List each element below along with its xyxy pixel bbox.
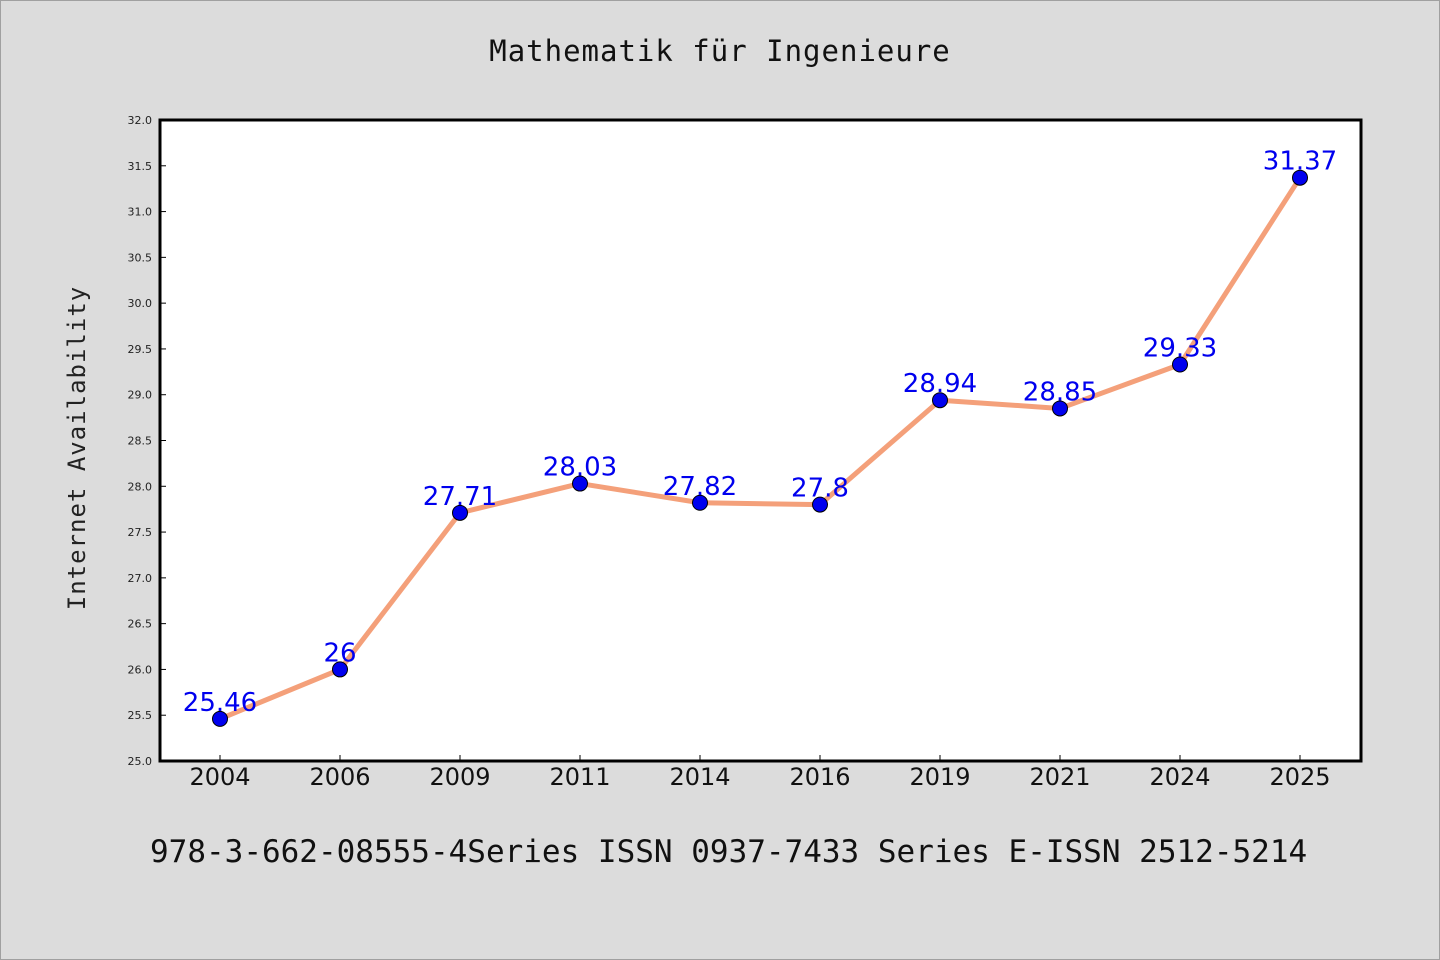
data-label: 27.71 [423,482,497,512]
data-label: 27.8 [791,474,849,504]
data-label: 28.94 [903,369,977,399]
x-tick-label: 2011 [549,763,610,791]
y-tick-label: 26.5 [128,618,153,631]
data-point [1172,356,1188,373]
y-tick-label: 31.0 [128,206,153,219]
data-point [692,494,708,511]
data-label: 31.37 [1263,147,1337,177]
x-tick-label: 2025 [1269,763,1330,791]
y-tick-label: 29.5 [128,343,153,356]
y-tick-label: 32.0 [128,114,153,127]
data-point [332,661,348,678]
series-line-path [217,175,1303,722]
y-tick-label: 28.5 [128,435,153,448]
y-tick-label: 25.5 [128,709,153,722]
y-tick-label: 28.0 [128,480,153,493]
data-label: 27.82 [663,472,737,502]
plot-area [158,118,1363,763]
data-label: 28.85 [1023,377,1097,407]
data-point [812,496,828,513]
data-label: 28.03 [543,453,617,483]
series-line [217,175,1303,722]
data-point [1052,400,1068,417]
data-label: 25.46 [183,688,257,718]
data-point [932,392,948,409]
y-ticks: 25.0 25.5 26.0 26.5 27.0 27.5 28.0 28.5 29.0 29.5… [128,114,166,768]
footer-text: 978-3-662-08555-4Series ISSN 0937-7433 S… [150,834,1308,870]
data-point [212,710,228,727]
data-label: 29.33 [1143,333,1217,363]
data-labels: 25.46 26 27.71 28.03 27.82 27.8 28.94 28.85 29.3… [183,147,1337,718]
chart-title: Mathematik für Ingenieure [489,34,951,68]
y-tick-label: 30.5 [128,251,153,264]
y-tick-label: 29.0 [128,389,153,402]
data-label: 26 [323,638,356,668]
data-point [1292,169,1308,186]
y-tick-label: 25.0 [128,755,153,768]
data-point [572,475,588,492]
y-tick-label: 27.0 [128,572,153,585]
x-tick-label: 2004 [189,763,250,791]
x-tick-label: 2009 [429,763,490,791]
x-ticks: 2004 2006 2009 2011 2014 2016 2019 2021 2024 2025 [189,755,1331,791]
x-tick-label: 2016 [789,763,850,791]
data-point [452,504,468,521]
x-tick-label: 2006 [309,763,370,791]
y-axis-label: Internet Availability [63,286,91,610]
y-tick-label: 26.0 [128,663,153,676]
y-tick-label: 27.5 [128,526,153,539]
x-tick-label: 2019 [909,763,970,791]
y-tick-label: 30.0 [128,297,153,310]
x-tick-label: 2014 [669,763,730,791]
y-tick-label: 31.5 [128,160,153,173]
markers [212,169,1308,727]
x-tick-label: 2021 [1029,763,1090,791]
x-tick-label: 2024 [1149,763,1210,791]
